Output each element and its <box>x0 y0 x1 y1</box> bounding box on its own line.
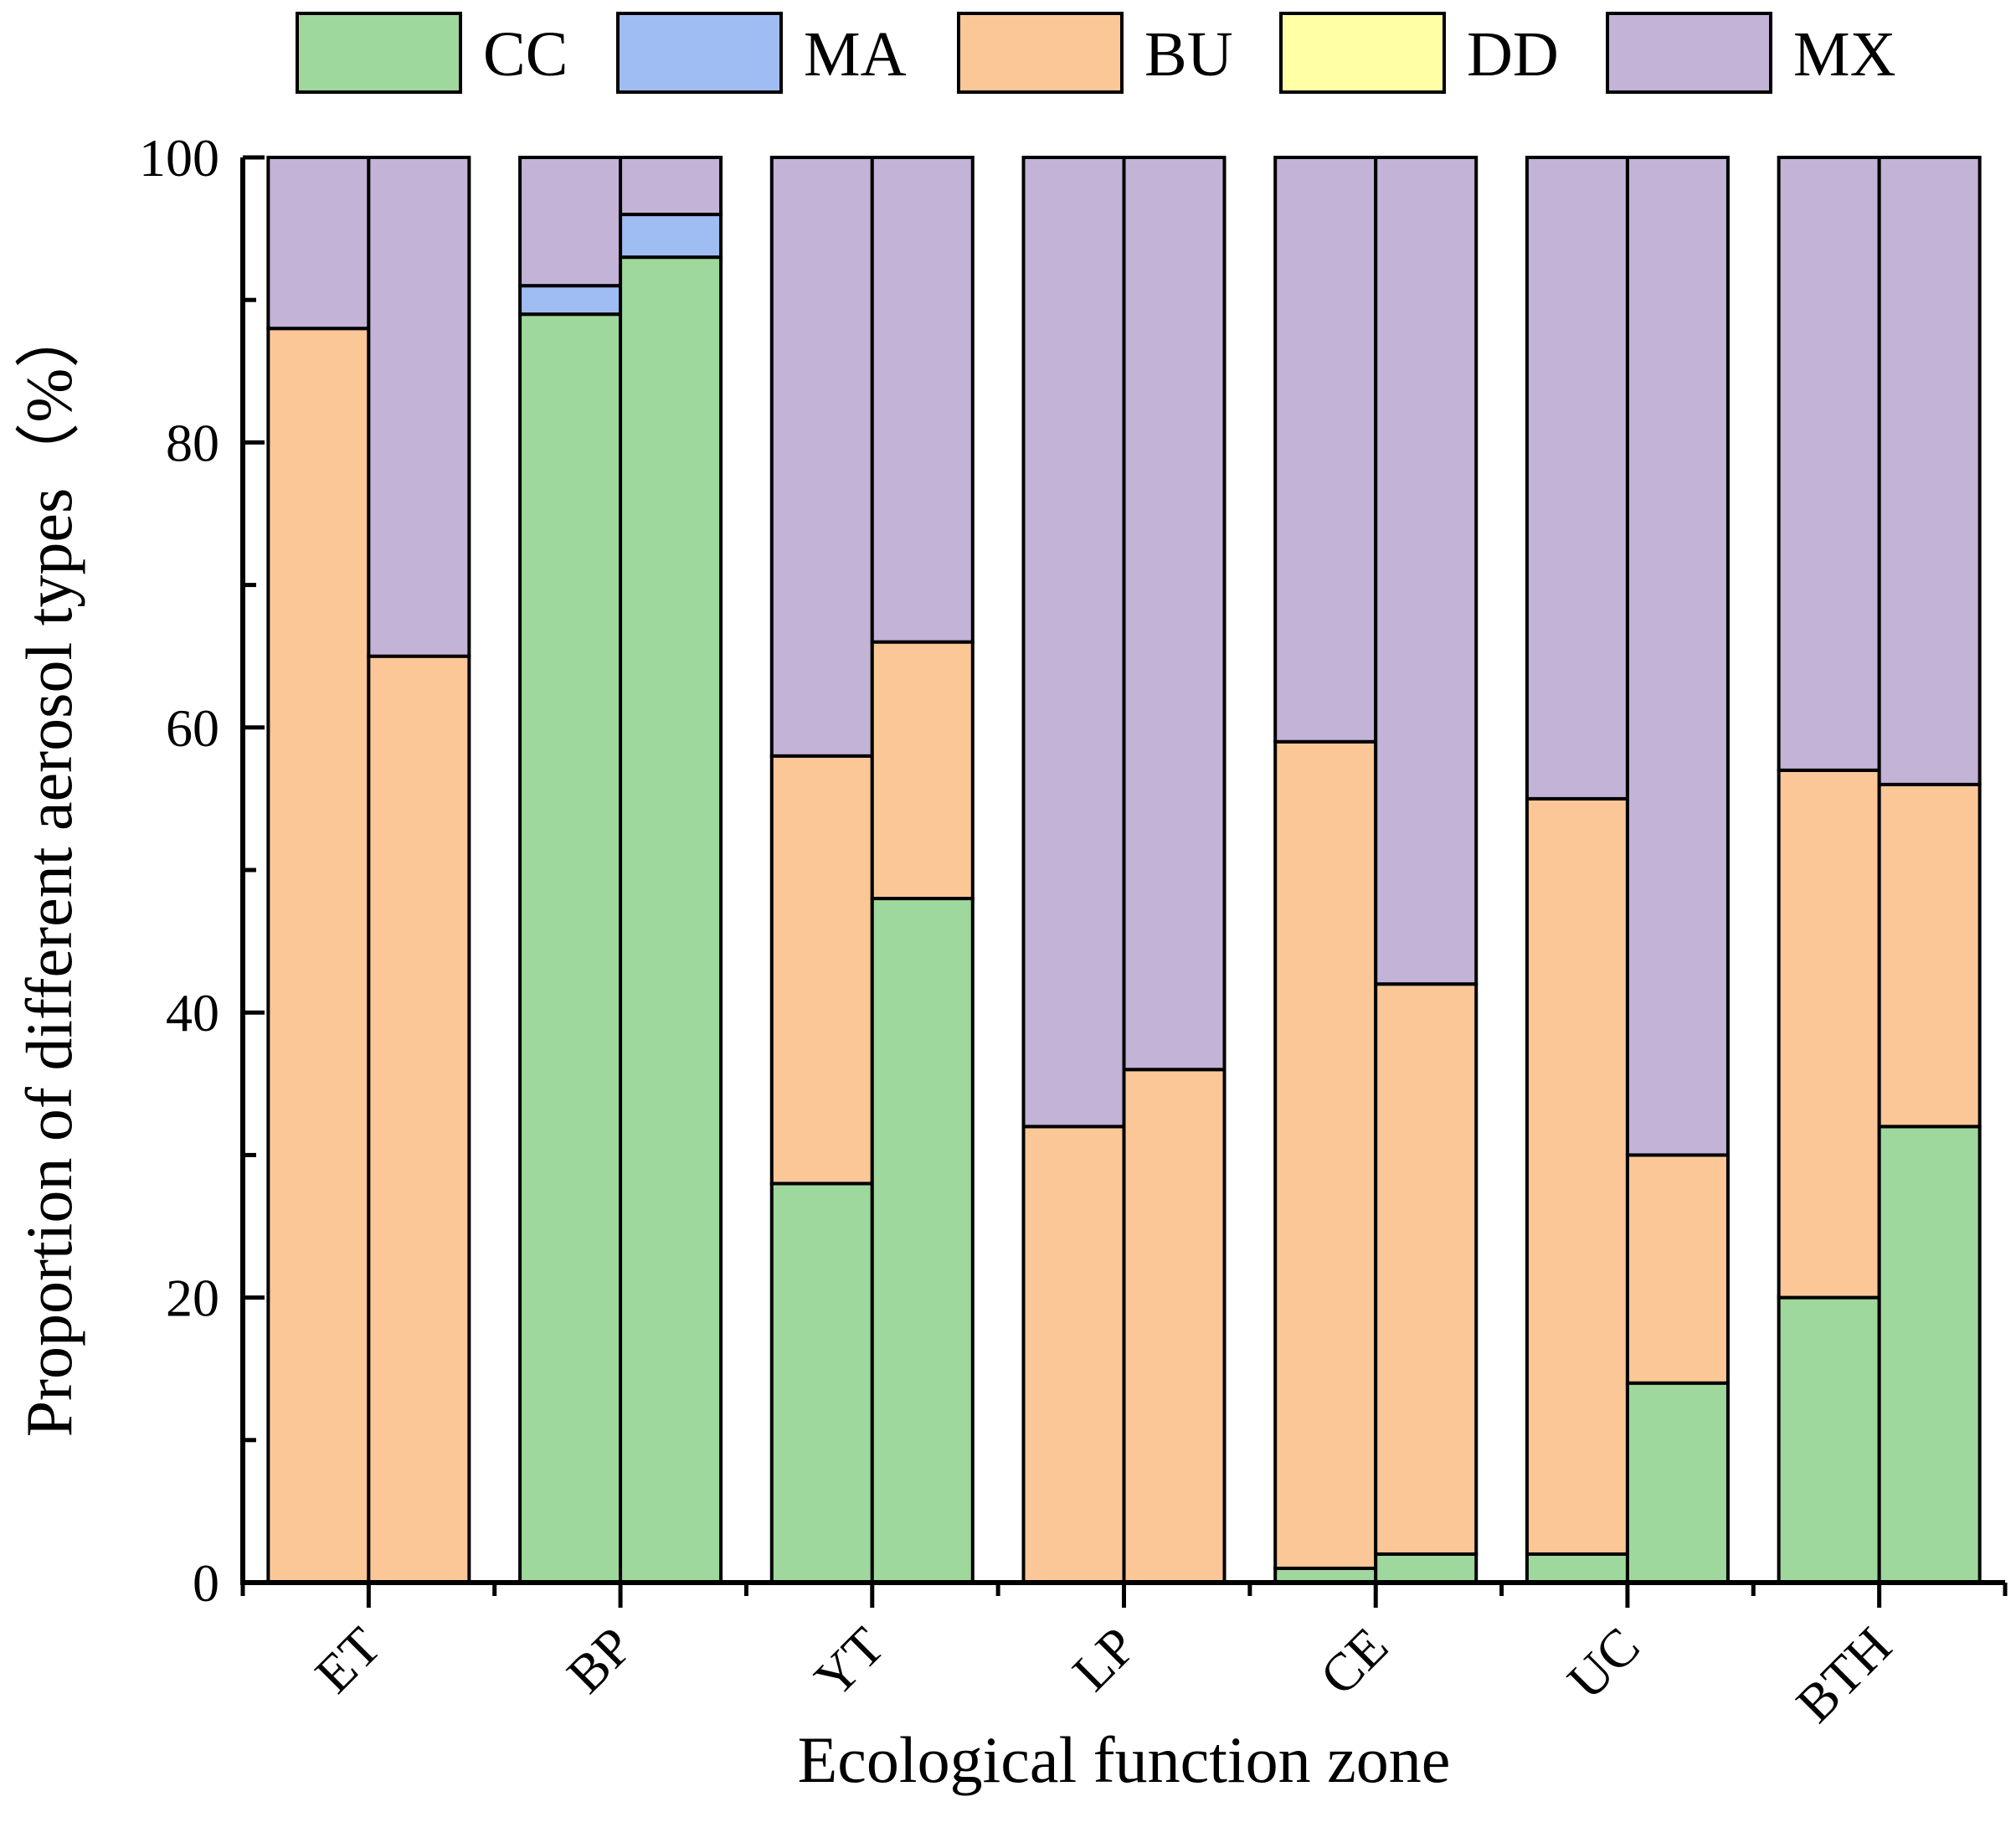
bar-yt-1-mx <box>769 156 874 758</box>
bar-ce-2-mx <box>1374 156 1479 986</box>
x-tick-label-ce: CE <box>1309 1616 1399 1707</box>
x-axis-title: Ecological function zone <box>798 1723 1451 1796</box>
bar-et-1-mx <box>266 156 371 331</box>
bar-uc-2-mx <box>1625 156 1730 1157</box>
legend-swatch-cc <box>296 12 462 94</box>
bar-bth-1-mx <box>1777 156 1881 772</box>
bar-bp-1-ma <box>518 284 623 317</box>
bar-ce-1-mx <box>1273 156 1378 744</box>
bar-et-1-bu <box>266 327 371 1584</box>
y-tick-label: 20 <box>166 1269 219 1328</box>
x-tick-label-uc: UC <box>1556 1616 1651 1711</box>
legend-swatch-dd <box>1279 12 1446 94</box>
bar-yt-2-bu <box>870 640 975 901</box>
bar-yt-2-mx <box>870 156 975 644</box>
x-axis-ticks: ET BP YT LP CE UC BTH <box>240 1583 2008 1734</box>
bar-bp-2-cc <box>619 255 723 1584</box>
bar-uc-1-bu <box>1525 796 1629 1556</box>
bar-uc-2-bu <box>1625 1153 1730 1385</box>
legend-swatch-bu <box>957 12 1124 94</box>
legend-label-cc: CC <box>483 19 568 90</box>
y-tick-label: 60 <box>166 698 219 758</box>
bar-yt-1-bu <box>769 754 874 1186</box>
x-tick-label-yt: YT <box>803 1616 896 1709</box>
legend-label-dd: DD <box>1467 19 1559 90</box>
x-tick-label-bp: BP <box>555 1616 644 1705</box>
x-tick-label-et: ET <box>304 1616 392 1704</box>
bar-lp-2-bu <box>1122 1068 1227 1584</box>
legend-label-ma: MA <box>804 19 907 90</box>
bar-ce-2-cc <box>1374 1552 1479 1584</box>
bar-bp-1-mx <box>518 156 623 288</box>
y-tick-label: 0 <box>193 1553 219 1613</box>
bar-bth-2-bu <box>1877 782 1982 1129</box>
x-tick-label-lp: LP <box>1061 1616 1147 1702</box>
legend-label-mx: MX <box>1793 19 1895 90</box>
legend-swatch-mx <box>1606 12 1772 94</box>
bar-bth-2-cc <box>1877 1125 1982 1584</box>
bar-uc-2-cc <box>1625 1381 1730 1584</box>
bar-et-2-mx <box>367 156 471 658</box>
bar-bth-2-mx <box>1877 156 1982 786</box>
bar-bp-2-ma <box>619 213 723 260</box>
bar-yt-2-cc <box>870 897 975 1585</box>
bar-uc-1-mx <box>1525 156 1629 801</box>
bar-lp-1-bu <box>1021 1125 1126 1584</box>
y-tick-label: 80 <box>166 413 219 472</box>
bar-lp-1-mx <box>1021 156 1126 1129</box>
bar-bth-1-bu <box>1777 768 1881 1300</box>
legend-label-bu: BU <box>1144 19 1233 90</box>
axes: 0 20 40 60 80 100 ET BP YT LP CE UC BTH <box>139 128 2008 1734</box>
bar-bth-1-cc <box>1777 1295 1881 1584</box>
y-tick-label: 40 <box>166 983 219 1042</box>
bar-et-2-bu <box>367 654 471 1585</box>
legend-swatch-ma <box>616 12 783 94</box>
bar-yt-1-cc <box>769 1181 874 1584</box>
bar-lp-2-mx <box>1122 156 1227 1072</box>
bar-ce-1-bu <box>1273 739 1378 1570</box>
x-tick-label-bth: BTH <box>1785 1616 1903 1734</box>
y-axis-ticks: 0 20 40 60 80 100 <box>139 128 265 1613</box>
bar-bp-1-cc <box>518 312 623 1585</box>
bar-ce-2-bu <box>1374 982 1479 1556</box>
y-tick-label: 100 <box>139 128 219 188</box>
y-axis-title: Proportion of different aerosol types（%） <box>13 303 85 1438</box>
plot-bars <box>266 156 1982 1585</box>
bar-uc-1-cc <box>1525 1552 1629 1584</box>
bar-bp-2-mx <box>619 156 723 217</box>
legend: CC MA BU DD MX <box>296 12 1895 94</box>
